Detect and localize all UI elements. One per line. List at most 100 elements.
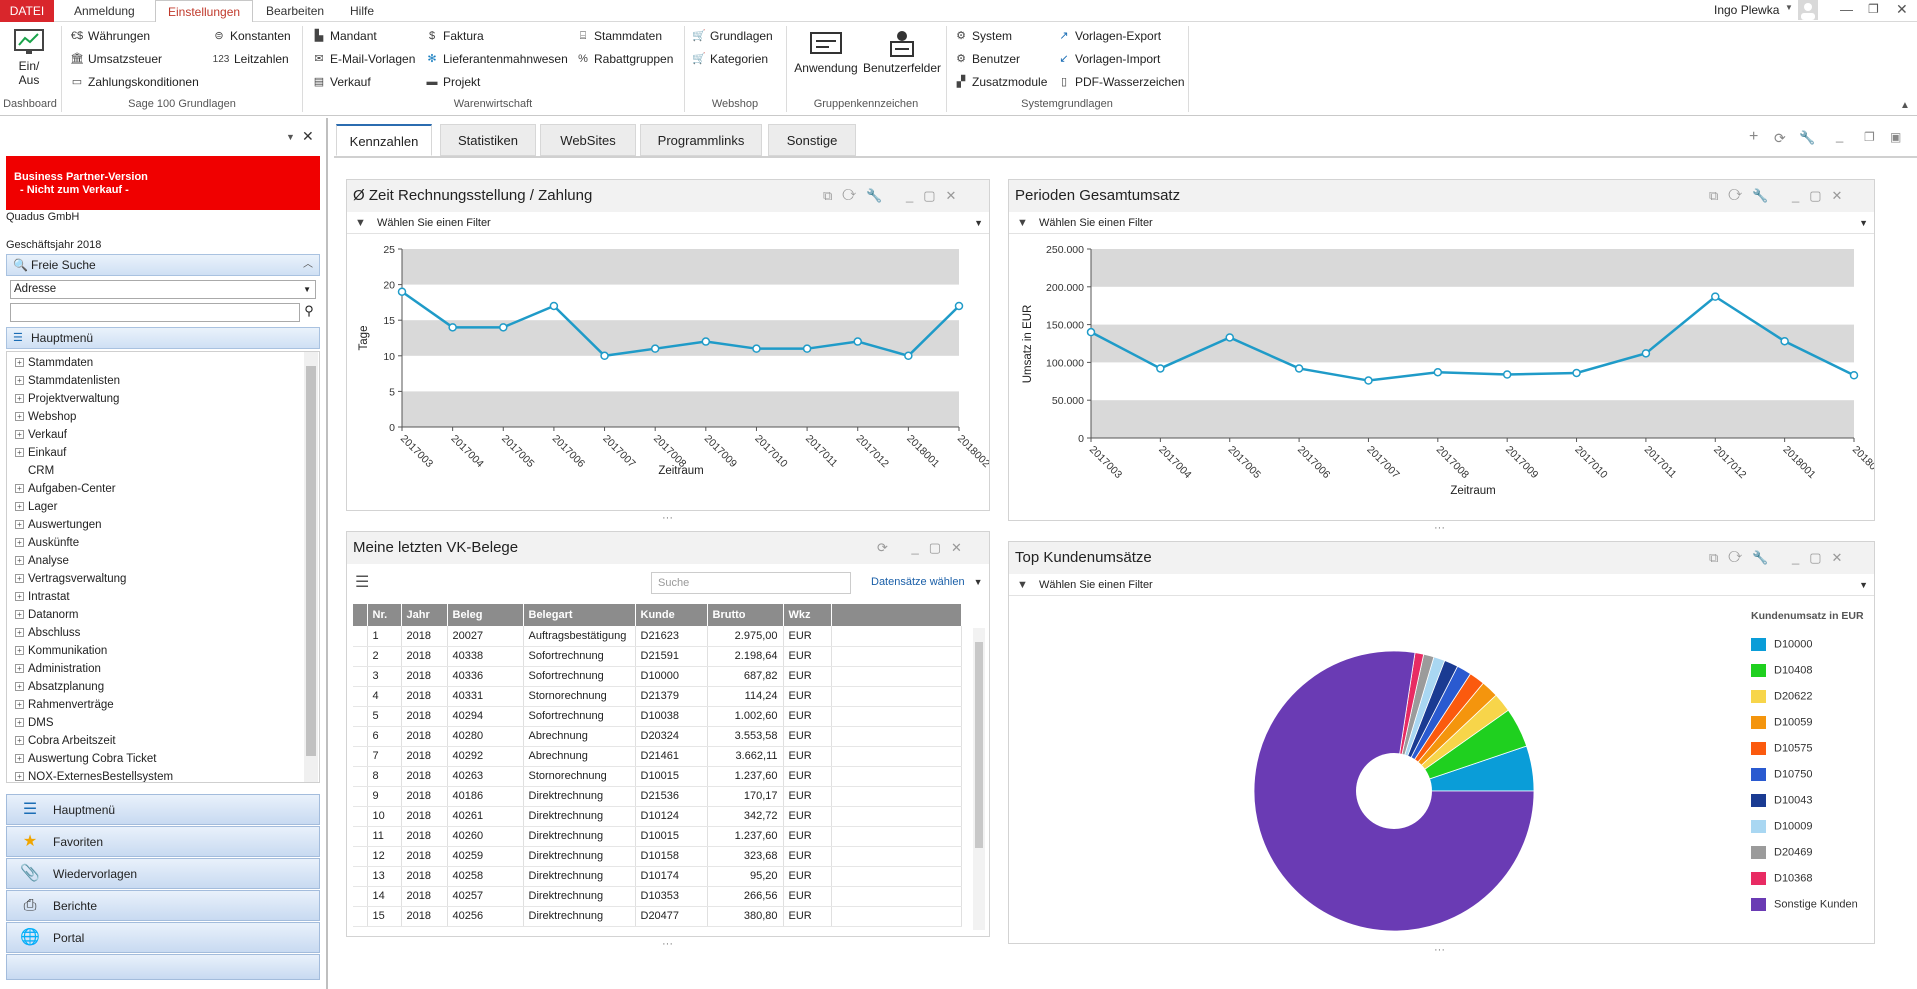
table-row[interactable]: 15 2018 40256 Direktrechnung D20477 380,80 EUR [353, 906, 962, 927]
tree-scrollbar[interactable] [304, 352, 318, 782]
panel-close-icon[interactable]: ✕ [302, 128, 314, 144]
tree-item[interactable]: + Kommunikation [15, 645, 107, 657]
search-input[interactable] [10, 303, 300, 322]
tree-item[interactable]: + Auswertungen [15, 519, 102, 531]
row-selector[interactable] [353, 886, 368, 907]
refresh-icon[interactable]: ⟳ [1774, 130, 1786, 146]
benutzer-button[interactable]: ⚙ Benutzer [954, 52, 1020, 66]
tree-item[interactable]: + Cobra Arbeitszeit [15, 735, 116, 747]
resize-handle[interactable]: ··· [1434, 522, 1445, 534]
expand-icon[interactable]: + [15, 736, 24, 746]
tab-datei[interactable]: DATEI [0, 0, 54, 22]
table-row[interactable]: 2 2018 40338 Sofortrechnung D21591 2.198,64 EU… [353, 646, 962, 667]
legend-item[interactable]: D10059 [1751, 716, 1813, 729]
table-row[interactable]: 8 2018 40263 Stornorechnung D10015 1.237,60 EU… [353, 766, 962, 787]
column-header[interactable]: Jahr [401, 604, 448, 626]
expand-icon[interactable] [15, 466, 24, 475]
table-row[interactable]: 12 2018 40259 Direktrechnung D10158 323,68 EUR [353, 846, 962, 867]
email-vorlagen-button[interactable]: ✉ E-Mail-Vorlagen [312, 52, 415, 66]
expand-icon[interactable]: + [15, 664, 24, 674]
restore-window-icon[interactable]: ❐ [1868, 2, 1879, 16]
leitzahlen-button[interactable]: 123 Leitzahlen [212, 52, 289, 66]
search-type-select[interactable]: Adresse ▼ [10, 280, 316, 299]
table-scrollbar-thumb[interactable] [975, 642, 983, 848]
tree-item[interactable]: + DMS [15, 717, 54, 729]
expand-icon[interactable]: + [15, 502, 24, 512]
column-header[interactable]: Wkz [783, 604, 832, 626]
expand-icon[interactable]: + [15, 610, 24, 620]
row-selector[interactable] [353, 726, 368, 747]
waehrungen-button[interactable]: €$ Währungen [70, 29, 150, 43]
row-selector[interactable] [353, 706, 368, 727]
table-row[interactable]: 6 2018 40280 Abrechnung D20324 3.553,58 EUR [353, 726, 962, 747]
tab-anmeldung[interactable]: Anmeldung [74, 4, 135, 18]
resize-handle[interactable]: ··· [662, 512, 673, 524]
row-selector[interactable] [353, 826, 368, 847]
table-row[interactable]: 1 2018 20027 Auftragsbestätigung D21623 2.975… [353, 626, 962, 647]
hamburger-icon[interactable]: ☰ [355, 574, 370, 591]
verkauf-button[interactable]: ▤ Verkauf [312, 75, 371, 89]
tab-statistiken[interactable]: Statistiken [440, 124, 536, 156]
restore-icon[interactable]: ❐ [1864, 130, 1875, 144]
expand-icon[interactable]: + [15, 376, 24, 386]
tree-item[interactable]: + NOX-ExternesBestellsystem [15, 771, 173, 782]
add-icon[interactable]: + [1749, 128, 1759, 145]
tree-item[interactable]: + Absatzplanung [15, 681, 104, 693]
tab-einstellungen[interactable]: Einstellungen [155, 0, 254, 23]
tree-item[interactable]: + Stammdatenlisten [15, 375, 120, 387]
table-row[interactable]: 13 2018 40258 Direktrechnung D10174 95,20 EUR [353, 866, 962, 887]
expand-icon[interactable]: + [15, 628, 24, 638]
row-selector[interactable] [353, 666, 368, 687]
expand-icon[interactable]: + [15, 430, 24, 440]
expand-icon[interactable]: + [15, 718, 24, 728]
collapse-ribbon-icon[interactable]: ▲ [1900, 100, 1910, 111]
tab-programmlinks[interactable]: Programmlinks [640, 124, 762, 156]
expand-icon[interactable]: + [15, 556, 24, 566]
kategorien-button[interactable]: 🛒 Kategorien [692, 52, 768, 66]
zahlungskonditionen-button[interactable]: ▭ Zahlungskonditionen [70, 75, 199, 89]
panel-tools[interactable]: ⧉⟳🔧 _▢✕ [1709, 550, 1853, 565]
faktura-button[interactable]: $ Faktura [425, 29, 484, 43]
expand-icon[interactable]: + [15, 700, 24, 710]
tree-item[interactable]: + Administration [15, 663, 101, 675]
row-selector[interactable] [353, 746, 368, 767]
table-row[interactable]: 14 2018 40257 Direktrechnung D10353 266,56 EUR [353, 886, 962, 907]
expand-icon[interactable]: + [15, 358, 24, 368]
row-selector[interactable] [353, 906, 368, 927]
tree-item[interactable]: + Analyse [15, 555, 69, 567]
table-row[interactable]: 10 2018 40261 Direktrechnung D10124 342,72 EUR [353, 806, 962, 827]
lieferantenmahnwesen-button[interactable]: ✻ Lieferantenmahnwesen [425, 52, 567, 66]
legend-item[interactable]: D10368 [1751, 872, 1813, 885]
tree-item[interactable]: + Projektverwaltung [15, 393, 119, 405]
nav-berichte[interactable]: ⎙ Berichte [6, 890, 320, 921]
vorlagen-import-button[interactable]: ↙ Vorlagen-Import [1057, 52, 1160, 66]
minimize-window-icon[interactable]: — [1840, 2, 1853, 17]
row-selector[interactable] [353, 786, 368, 807]
webshop-grundlagen-button[interactable]: 🛒 Grundlagen [692, 29, 773, 43]
chevron-up-icon[interactable]: ︿ [303, 259, 313, 270]
tree-scrollbar-thumb[interactable] [306, 366, 316, 756]
expand-icon[interactable]: + [15, 520, 24, 530]
table-row[interactable]: 9 2018 40186 Direktrechnung D21536 170,17 EUR [353, 786, 962, 807]
panel-dropdown-icon[interactable]: ▼ [286, 132, 295, 142]
tree-item[interactable]: + Lager [15, 501, 57, 513]
expand-icon[interactable]: + [15, 754, 24, 764]
tree-item[interactable]: + Datanorm [15, 609, 79, 621]
maximize-icon[interactable]: ▣ [1890, 130, 1902, 144]
column-header[interactable]: Brutto [707, 604, 784, 626]
row-selector[interactable] [353, 866, 368, 887]
expand-icon[interactable]: + [15, 592, 24, 602]
table-row[interactable]: 4 2018 40331 Stornorechnung D21379 114,24 EUR [353, 686, 962, 707]
filter-select[interactable]: ▼ Wählen Sie einen Filter ▼ [347, 212, 989, 234]
nav-favoriten[interactable]: ★ Favoriten [6, 826, 320, 857]
expand-icon[interactable]: + [15, 574, 24, 584]
expand-icon[interactable]: + [15, 538, 24, 548]
expand-icon[interactable]: + [15, 682, 24, 692]
column-header[interactable]: Belegart [523, 604, 636, 626]
table-scrollbar[interactable] [973, 628, 985, 930]
table-search-input[interactable]: Suche [651, 572, 851, 594]
projekt-button[interactable]: ▬ Projekt [425, 75, 481, 89]
main-menu-header[interactable]: ☰ Hauptmenü [6, 327, 320, 349]
records-select[interactable]: Datensätze wählen ▼ [871, 576, 983, 588]
close-window-icon[interactable]: ✕ [1896, 1, 1908, 17]
